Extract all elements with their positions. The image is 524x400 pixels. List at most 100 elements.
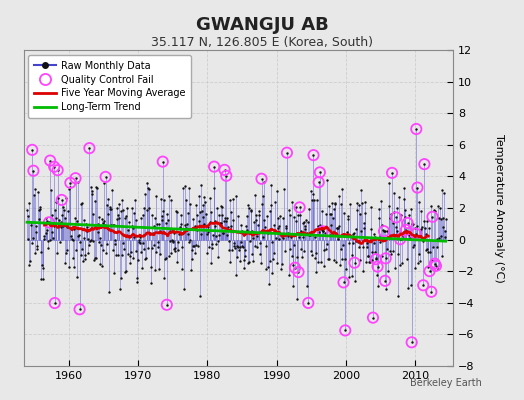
Point: [197, 231, 205, 238]
Point: [400, 184, 408, 191]
Point: [387, 251, 395, 257]
Point: [103, 241, 111, 248]
Point: [416, 233, 424, 240]
Point: [337, 201, 345, 208]
Point: [244, 260, 253, 266]
Point: [402, 228, 411, 234]
Point: [217, 203, 225, 210]
Point: [401, 207, 410, 213]
Point: [194, 242, 202, 249]
Point: [250, 219, 258, 225]
Point: [347, 273, 356, 280]
Point: [208, 245, 216, 251]
Point: [418, 224, 426, 230]
Point: [136, 240, 145, 246]
Point: [165, 193, 173, 199]
Point: [145, 204, 154, 211]
Point: [90, 257, 98, 263]
Point: [102, 174, 110, 180]
Point: [333, 225, 341, 231]
Point: [257, 176, 266, 182]
Point: [414, 260, 422, 267]
Point: [130, 210, 139, 216]
Point: [419, 282, 428, 288]
Point: [242, 227, 250, 233]
Point: [111, 241, 119, 248]
Point: [187, 266, 195, 273]
Point: [69, 236, 77, 243]
Point: [233, 254, 241, 261]
Point: [376, 239, 385, 245]
Point: [413, 222, 421, 229]
Point: [104, 196, 112, 202]
Point: [36, 203, 44, 210]
Point: [241, 253, 249, 259]
Point: [336, 262, 344, 268]
Point: [126, 253, 135, 260]
Point: [302, 230, 311, 236]
Point: [144, 185, 152, 191]
Point: [378, 253, 386, 260]
Point: [289, 262, 298, 268]
Point: [149, 242, 158, 248]
Point: [437, 216, 445, 222]
Point: [245, 259, 254, 265]
Point: [309, 152, 318, 158]
Point: [270, 250, 278, 256]
Point: [105, 204, 114, 210]
Point: [413, 184, 422, 191]
Point: [88, 191, 96, 197]
Point: [74, 179, 83, 185]
Point: [296, 204, 304, 210]
Point: [383, 227, 391, 234]
Point: [381, 255, 390, 262]
Point: [139, 240, 147, 246]
Point: [66, 184, 74, 190]
Point: [210, 164, 219, 170]
Point: [358, 199, 366, 206]
Point: [402, 227, 410, 233]
Point: [94, 239, 103, 246]
Point: [428, 214, 436, 220]
Point: [301, 223, 310, 230]
Point: [342, 266, 351, 272]
Point: [332, 259, 340, 265]
Point: [256, 251, 265, 257]
Point: [114, 252, 123, 258]
Point: [259, 234, 267, 240]
Point: [428, 257, 436, 263]
Point: [38, 265, 47, 271]
Point: [46, 158, 54, 164]
Point: [280, 186, 288, 193]
Point: [143, 180, 151, 186]
Point: [422, 231, 430, 237]
Point: [430, 207, 438, 213]
Point: [87, 237, 95, 243]
Point: [392, 214, 400, 221]
Point: [253, 233, 261, 239]
Point: [83, 236, 92, 242]
Point: [215, 212, 223, 218]
Point: [41, 214, 50, 221]
Point: [263, 213, 271, 219]
Point: [45, 219, 53, 226]
Point: [61, 259, 69, 266]
Point: [398, 260, 406, 266]
Point: [425, 225, 433, 231]
Point: [424, 249, 432, 256]
Point: [291, 218, 300, 224]
Point: [266, 208, 275, 214]
Point: [53, 167, 62, 173]
Point: [325, 232, 334, 238]
Point: [169, 238, 177, 244]
Point: [342, 233, 350, 239]
Point: [167, 250, 175, 256]
Point: [106, 206, 114, 212]
Point: [410, 265, 419, 272]
Point: [234, 213, 243, 219]
Point: [435, 215, 444, 222]
Point: [201, 199, 209, 205]
Point: [50, 164, 58, 170]
Point: [381, 255, 390, 262]
Point: [82, 224, 91, 230]
